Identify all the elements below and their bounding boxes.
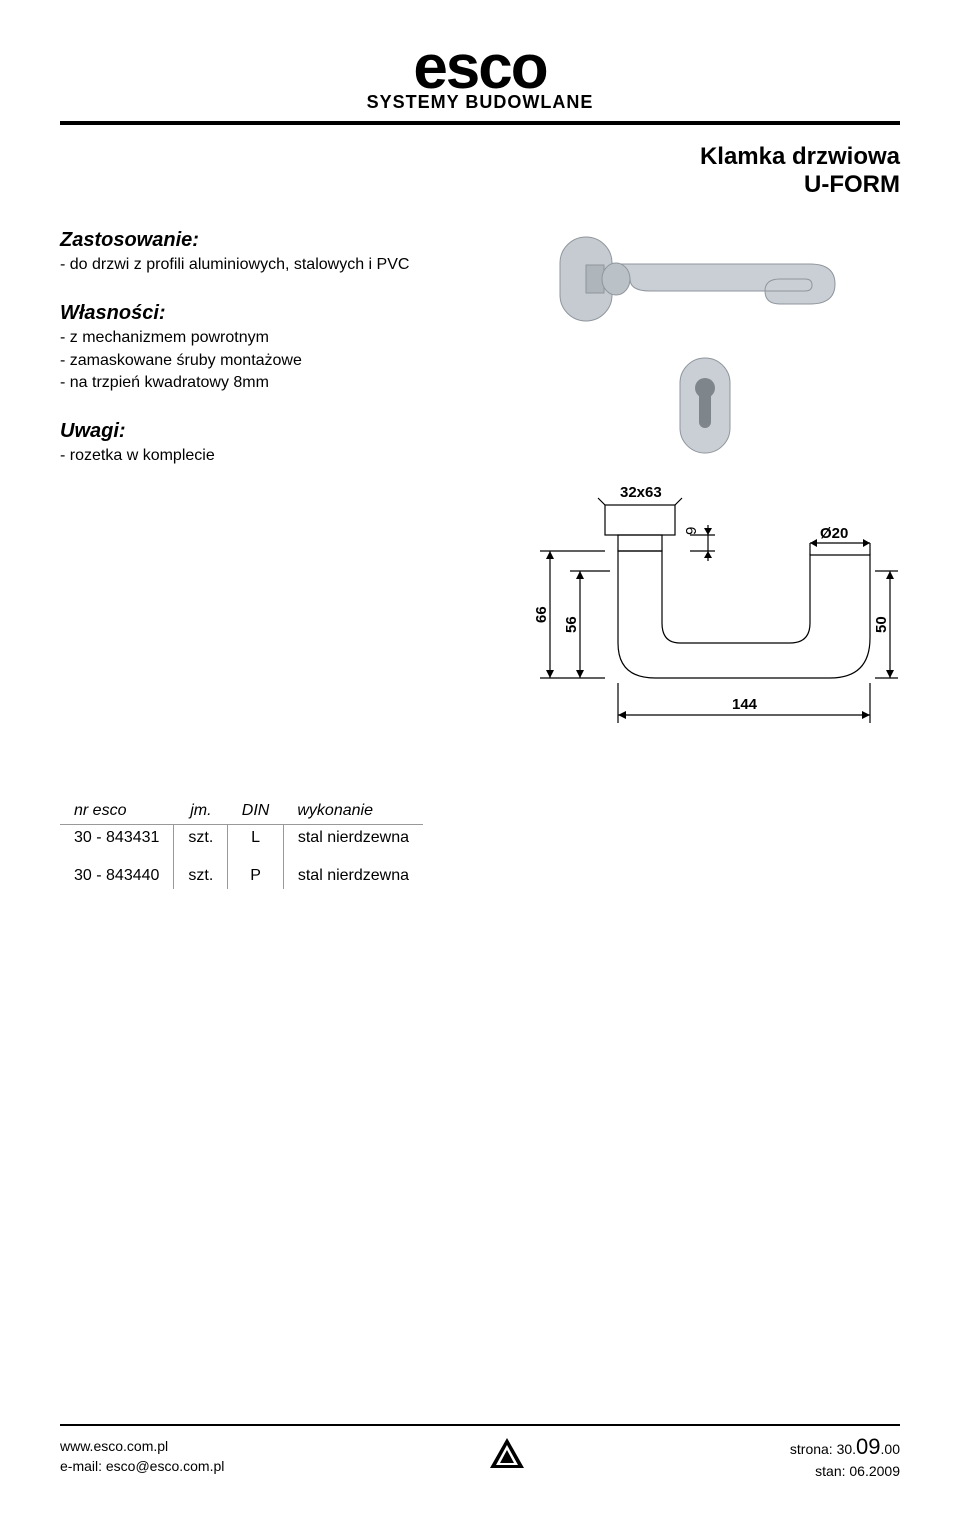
page-suffix: .00 (881, 1441, 900, 1457)
section-item: - z mechanizmem powrotnym (60, 327, 480, 349)
table-header-row: nr esco jm. DIN wykonanie (60, 798, 423, 825)
cell-nr: 30 - 843431 (60, 824, 174, 851)
title-line-2: U-FORM (60, 171, 900, 199)
cell-jm: szt. (174, 863, 228, 889)
dim-width: 144 (732, 696, 758, 713)
title-line-1: Klamka drzwiowa (60, 143, 900, 171)
dim-neck: 9 (683, 526, 700, 534)
product-photo-handle (510, 229, 900, 339)
section-item: - rozetka w komplecie (60, 445, 480, 467)
section-uwagi: Uwagi: - rozetka w komplecie (60, 420, 480, 467)
dim-height-outer: 66 (533, 606, 550, 623)
logo-text: esco (60, 40, 900, 96)
dim-diameter: Ø20 (820, 525, 848, 542)
section-item: - zamaskowane śruby montażowe (60, 350, 480, 372)
footer-rule (60, 1424, 900, 1426)
cell-wyk: stal nierdzewna (283, 863, 423, 889)
dim-height-right: 50 (873, 616, 890, 633)
footer-email: e-mail: esco@esco.com.pl (60, 1457, 224, 1477)
page-title: Klamka drzwiowa U-FORM (60, 143, 900, 199)
dim-rosette: 32x63 (620, 484, 662, 501)
col-din: DIN (228, 798, 284, 825)
product-table: nr esco jm. DIN wykonanie 30 - 843431 sz… (60, 798, 423, 889)
table-row: 30 - 843440 szt. P stal nierdzewna (60, 863, 423, 889)
brand-logo: esco SYSTEMY BUDOWLANE (60, 40, 900, 113)
cell-jm: szt. (174, 824, 228, 851)
col-jm: jm. (174, 798, 228, 825)
cell-din: L (228, 824, 284, 851)
technical-diagram: 32x63 9 Ø20 (510, 483, 900, 758)
footer-page-info: strona: 30.09.00 stan: 06.2009 (790, 1432, 900, 1482)
cell-wyk: stal nierdzewna (283, 824, 423, 851)
section-heading: Uwagi: (60, 420, 480, 443)
section-wlasnosci: Własności: - z mechanizmem powrotnym - z… (60, 302, 480, 394)
logo-subtitle: SYSTEMY BUDOWLANE (60, 92, 900, 113)
page-footer: www.esco.com.pl e-mail: esco@esco.com.pl… (60, 1424, 900, 1482)
section-heading: Własności: (60, 302, 480, 325)
section-item: - do drzwi z profili aluminiowych, stalo… (60, 254, 480, 276)
footer-stan: stan: 06.2009 (790, 1462, 900, 1482)
footer-logo-icon (490, 1438, 524, 1475)
footer-contact: www.esco.com.pl e-mail: esco@esco.com.pl (60, 1437, 224, 1476)
cell-nr: 30 - 843440 (60, 863, 174, 889)
header-rule (60, 121, 900, 125)
product-photo-rosette (510, 353, 900, 463)
section-item: - na trzpień kwadratowy 8mm (60, 372, 480, 394)
page-number: 09 (856, 1434, 880, 1459)
footer-url: www.esco.com.pl (60, 1437, 224, 1457)
cell-din: P (228, 863, 284, 889)
section-zastosowanie: Zastosowanie: - do drzwi z profili alumi… (60, 229, 480, 276)
dim-height-inner: 56 (563, 616, 580, 633)
section-heading: Zastosowanie: (60, 229, 480, 252)
page-prefix: strona: 30. (790, 1441, 856, 1457)
table-row: 30 - 843431 szt. L stal nierdzewna (60, 824, 423, 851)
col-nr-esco: nr esco (60, 798, 174, 825)
col-wykonanie: wykonanie (283, 798, 423, 825)
